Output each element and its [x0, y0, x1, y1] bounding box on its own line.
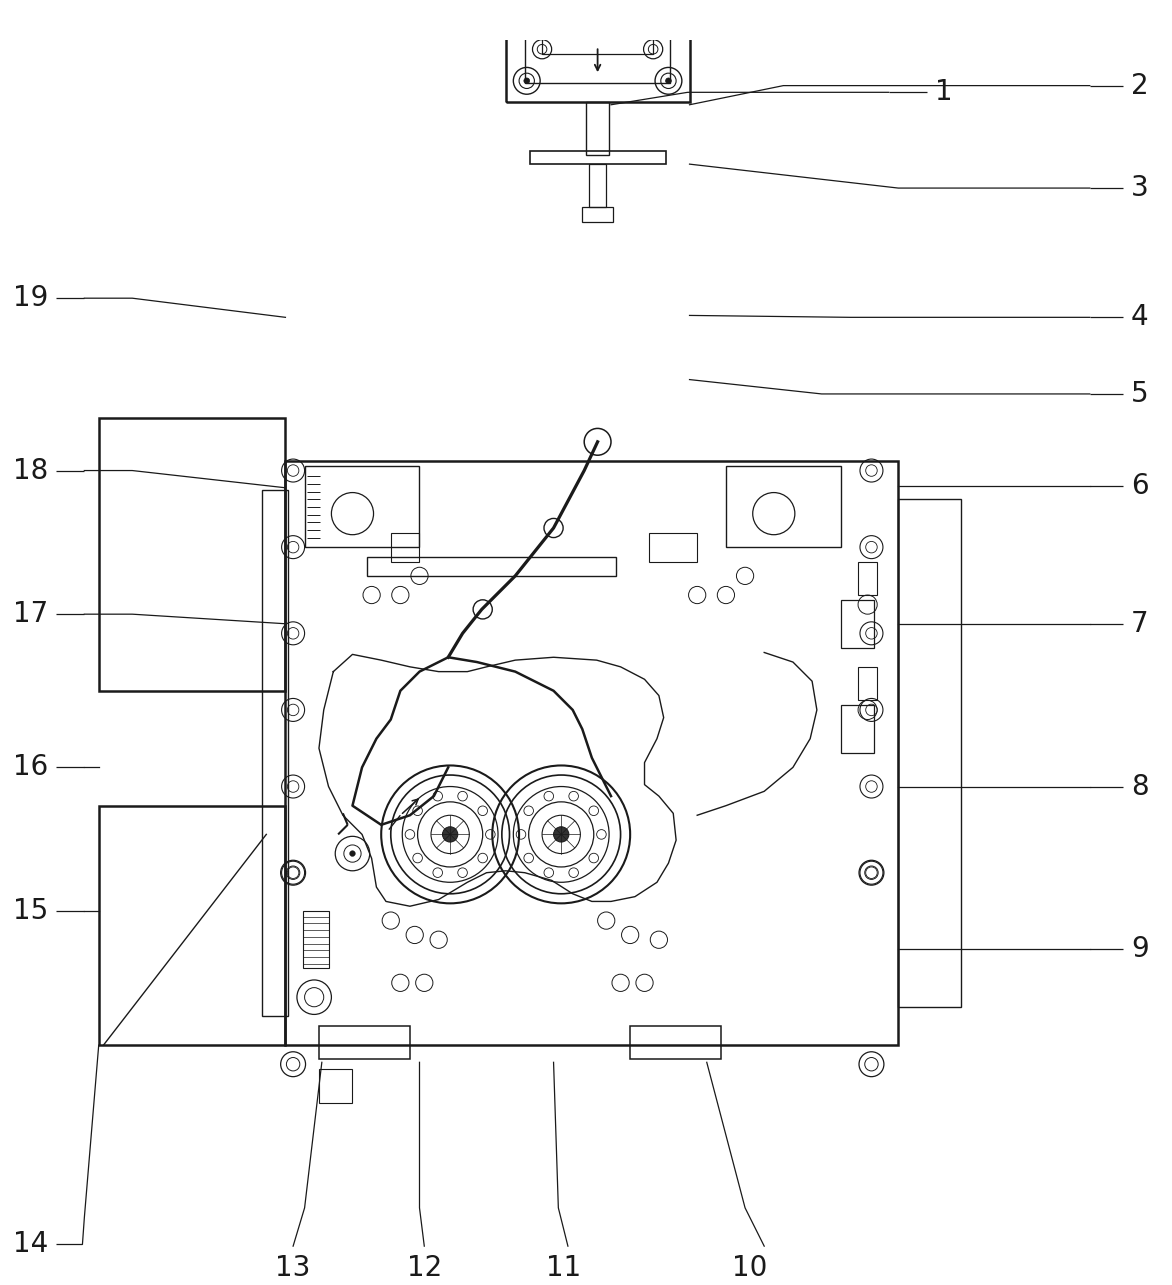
- Bar: [390, 533, 420, 562]
- Bar: [525, 0, 670, 82]
- Bar: [649, 533, 697, 562]
- Text: 16: 16: [13, 753, 48, 781]
- Bar: [98, 806, 286, 1045]
- Text: 7: 7: [1131, 610, 1149, 637]
- Text: 6: 6: [1131, 472, 1149, 500]
- Bar: [840, 600, 874, 648]
- Circle shape: [524, 78, 530, 84]
- Bar: [543, 0, 653, 54]
- Bar: [586, 102, 609, 154]
- Text: los C.S: los C.S: [581, 0, 614, 1]
- Bar: [858, 562, 877, 595]
- Bar: [631, 1025, 721, 1059]
- Text: 8: 8: [1131, 772, 1149, 801]
- Text: 18: 18: [13, 456, 48, 484]
- Bar: [505, 0, 689, 102]
- Text: 14: 14: [13, 1230, 48, 1258]
- Bar: [582, 207, 613, 221]
- Text: 17: 17: [13, 600, 48, 628]
- Bar: [319, 1069, 353, 1103]
- Text: 4: 4: [1131, 303, 1149, 332]
- Text: 10: 10: [732, 1254, 768, 1282]
- Circle shape: [349, 851, 355, 856]
- Text: 9: 9: [1131, 935, 1149, 964]
- Bar: [530, 150, 666, 164]
- Bar: [319, 1025, 410, 1059]
- Text: 19: 19: [13, 284, 48, 312]
- Text: 12: 12: [407, 1254, 442, 1282]
- Bar: [367, 556, 615, 576]
- Circle shape: [666, 78, 672, 84]
- Bar: [840, 705, 874, 753]
- Text: 5: 5: [1131, 380, 1149, 407]
- Bar: [98, 418, 286, 691]
- Text: 3: 3: [1131, 173, 1149, 202]
- Bar: [898, 500, 961, 1006]
- Text: 1: 1: [934, 78, 953, 107]
- Circle shape: [443, 826, 458, 842]
- Bar: [858, 667, 877, 700]
- Text: 13: 13: [275, 1254, 311, 1282]
- Text: 2: 2: [1131, 72, 1149, 100]
- Bar: [302, 911, 329, 969]
- Circle shape: [553, 826, 568, 842]
- Bar: [286, 461, 898, 1045]
- Bar: [590, 164, 606, 207]
- Text: 11: 11: [545, 1254, 581, 1282]
- Text: 15: 15: [13, 897, 48, 925]
- Bar: [725, 465, 840, 547]
- Bar: [261, 490, 288, 1016]
- Bar: [305, 465, 420, 547]
